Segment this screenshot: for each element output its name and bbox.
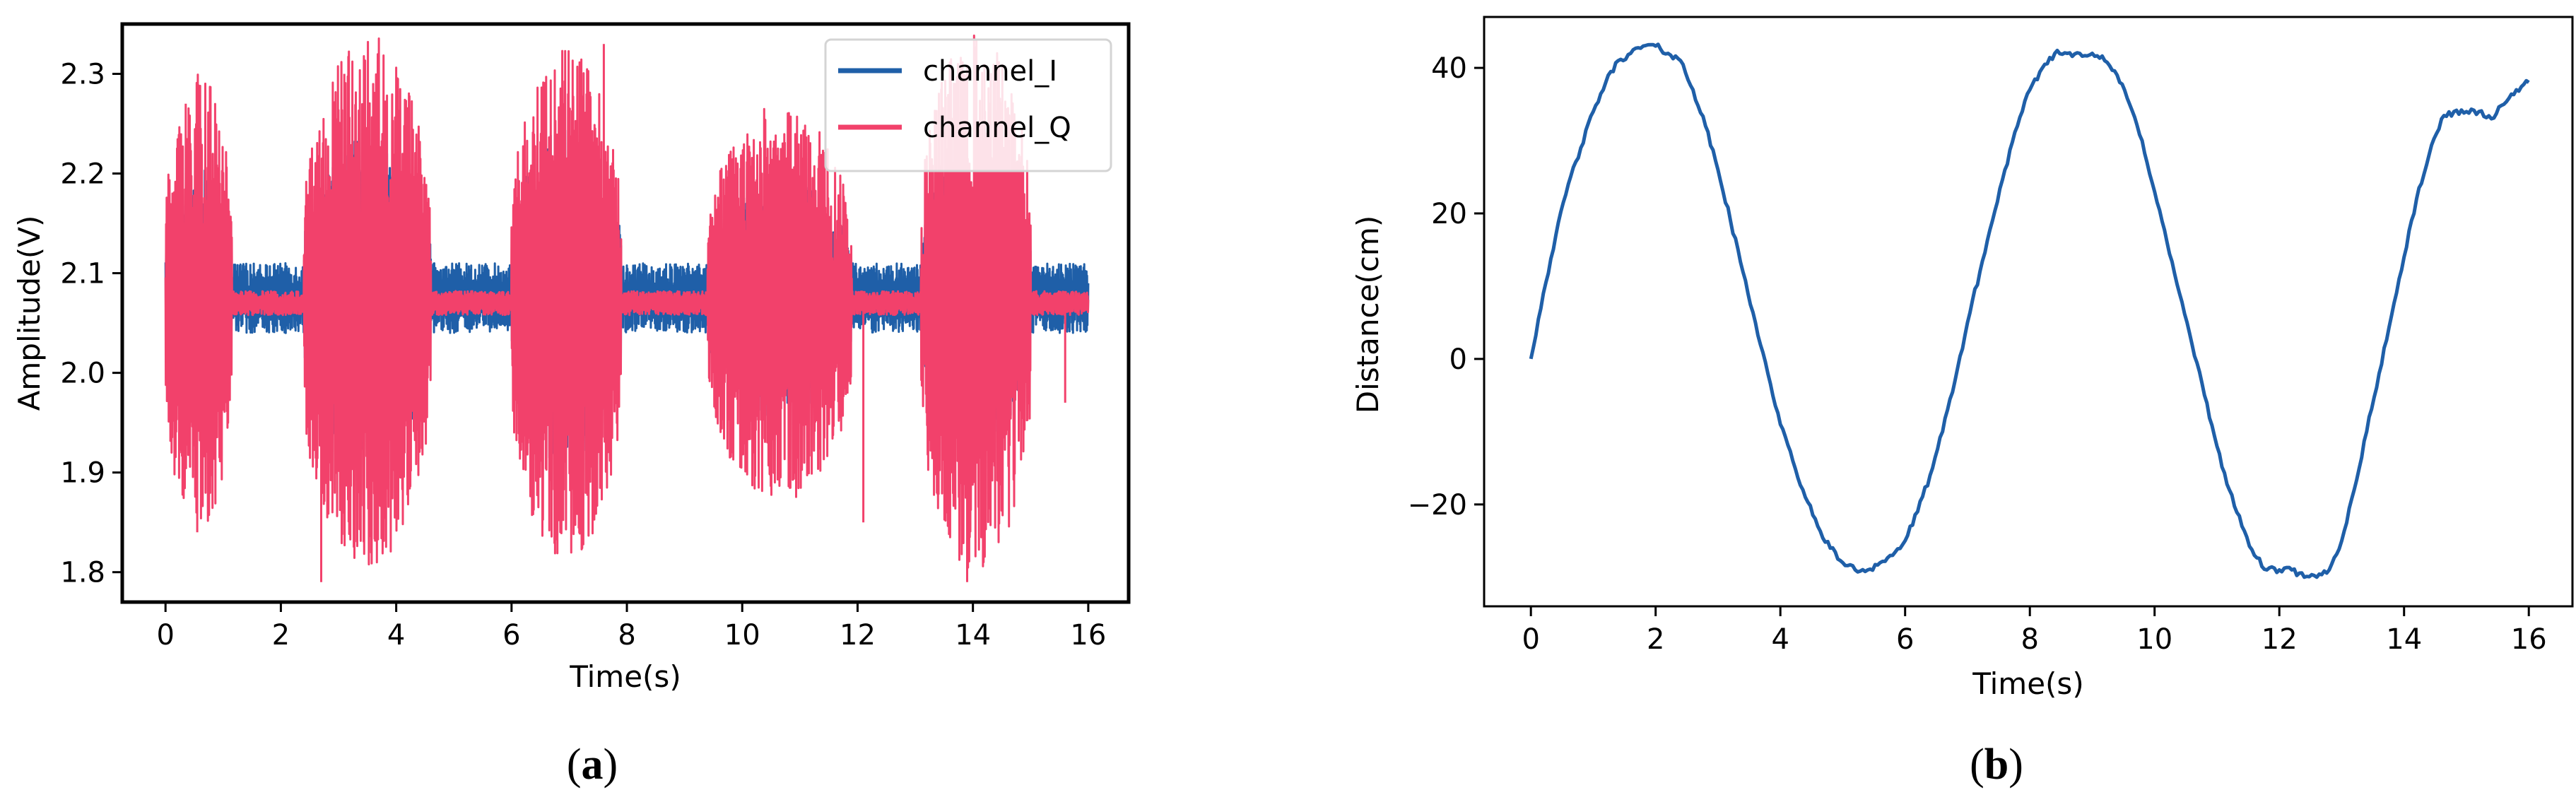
panel-b-y-tick-label: 40 [1431,52,1467,85]
panel-a-y-axis-label: Amplitude(V) [12,216,47,411]
panel-a-x-tick-label: 2 [272,619,290,652]
panel-a-amplitude-chart: 0 2 4 6 8 10 12 14 16 1.8 1.9 2.0 2.1 2.2 2.3 channel_… [12,22,1131,789]
panel-a-x-tick-label: 8 [618,619,635,652]
panel-b-x-tick-label: 10 [2136,623,2172,656]
panel-a-caption: (a) [567,741,618,789]
panel-a-x-tick-label: 6 [502,619,520,652]
panel-a-ticks: 0 2 4 6 8 10 12 14 16 1.8 1.9 2.0 2.1 2.2 2.3 [60,59,1106,652]
panel-a-x-tick-label: 4 [387,619,405,652]
panel-a-y-tick-label: 2.0 [60,358,105,390]
panel-b-x-tick-label: 0 [1522,623,1539,656]
legend-label-channel-Q: channel_Q [923,112,1071,144]
panel-b-x-tick-label: 2 [1647,623,1664,656]
legend-label-channel-I: channel_I [923,55,1057,88]
panel-b-y-tick-label: −20 [1408,489,1467,522]
series-line-channel-q [164,34,1090,582]
panel-a-series-group [164,34,1090,582]
panel-b-x-tick-label: 14 [2386,623,2422,656]
panel-a-x-tick-label: 12 [840,619,876,652]
panel-a-x-axis-label: Time(s) [569,659,681,694]
panel-b-ticks: 0 2 4 6 8 10 12 14 16 −20 0 20 40 [1408,52,2547,656]
panel-a-y-tick-label: 1.9 [60,457,105,490]
panel-b-x-tick-label: 16 [2511,623,2547,656]
panel-a-x-tick-label: 16 [1070,619,1106,652]
panel-b-x-tick-label: 12 [2262,623,2298,656]
panel-b-series-group [1529,42,2530,579]
panel-b-y-tick-label: 0 [1449,343,1467,376]
panel-a-y-tick-label: 1.8 [60,557,105,589]
panel-a-x-tick-label: 0 [156,619,174,652]
panel-b-distance-chart: 0 2 4 6 8 10 12 14 16 −20 0 20 40 Time(s) Distance(c… [1351,16,2574,789]
panel-b-y-tick-label: 20 [1431,198,1467,230]
panel-a-x-tick-label: 14 [955,619,991,652]
panel-a-plot-frame [120,22,1131,604]
series-line-distance [1529,42,2530,579]
panel-a-legend: channel_I channel_Q [824,38,1112,172]
panel-b-x-tick-label: 4 [1771,623,1789,656]
panel-a-x-tick-label: 10 [724,619,760,652]
panel-b-x-tick-label: 6 [1896,623,1914,656]
panel-a-y-tick-label: 2.2 [60,158,105,191]
panel-b-y-axis-label: Distance(cm) [1351,216,1385,413]
panel-a-y-tick-label: 2.3 [60,59,105,91]
panel-b-x-tick-label: 8 [2021,623,2038,656]
panel-b-plot-frame [1483,16,2574,608]
panel-a-y-tick-label: 2.1 [60,258,105,290]
panel-b-x-axis-label: Time(s) [1972,666,2083,701]
panel-b-caption: (b) [1970,741,2023,789]
